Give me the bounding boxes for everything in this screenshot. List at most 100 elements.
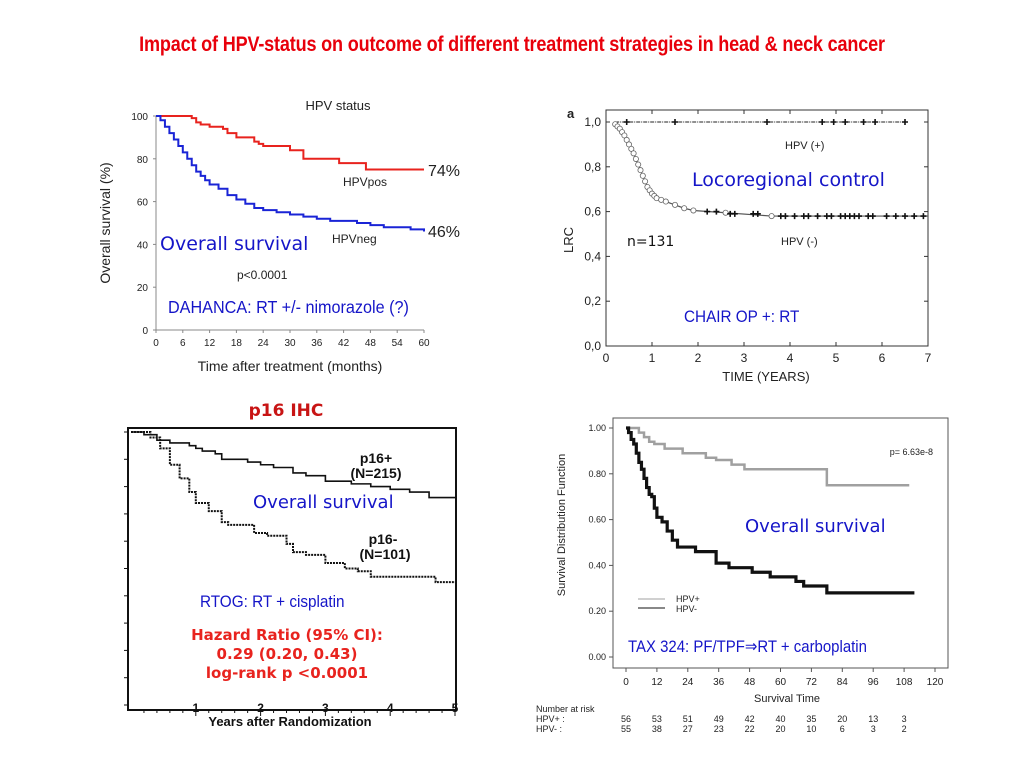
- c3-hazard-line2: 0.29 (0.20, 0.43): [217, 645, 358, 663]
- c4-risk-value-hpv-neg: 27: [683, 724, 693, 734]
- c2-censor-mark-hpv-pos: [872, 119, 879, 125]
- c2-xtick-label: 7: [925, 351, 932, 365]
- c1-ylabel: Overall survival (%): [97, 162, 113, 283]
- c2-censor-mark-hpv-pos: [819, 119, 826, 125]
- c1-hpvpos-end-label: 74%: [428, 163, 460, 180]
- c4-risk-value-hpv-pos: 20: [837, 714, 847, 724]
- c2-event-marker-hpv-neg: [639, 172, 646, 179]
- c2-ylabel: LRC: [561, 227, 576, 253]
- c2-censor-mark-hpv-neg: [892, 213, 899, 220]
- c4-pvalue: p= 6.63e-8: [890, 447, 933, 457]
- c2-event-marker-hpv-neg: [637, 167, 644, 174]
- c2-ytick-label: 0,6: [584, 205, 601, 219]
- c2-study-label: CHAIR OP +: RT: [684, 307, 799, 326]
- c4-risk-value-hpv-pos: 49: [714, 714, 724, 724]
- c1-ytick-label: 40: [137, 240, 149, 251]
- c1-xlabel: Time after treatment (months): [198, 358, 383, 374]
- c2-xtick-label: 6: [879, 351, 886, 365]
- c4-curve-hpv-pos: [626, 426, 910, 487]
- c2-plot-frame: [605, 109, 929, 347]
- c4-risk-value-hpv-neg: 23: [714, 724, 724, 734]
- c4-risk-row-label-hpv-neg: HPV- :: [536, 724, 562, 734]
- c4-ytick-label: 1.00: [588, 423, 606, 433]
- c2-xtick-label: 5: [833, 351, 840, 365]
- c3-hazard-line3: log-rank p <0.0001: [206, 664, 368, 682]
- c1-curve-hpvneg: [156, 115, 425, 232]
- c2-event-marker-hpv-neg: [642, 178, 649, 185]
- c4-risk-value-hpv-neg: 38: [652, 724, 662, 734]
- c2-censor-mark-hpv-pos: [902, 119, 908, 125]
- c1-xtick-label: 0: [153, 338, 159, 349]
- c2-censor-mark-hpv-neg: [902, 213, 908, 220]
- c2-ytick-label: 0,2: [584, 294, 601, 308]
- c1-overall-survival-label: Overall survival: [160, 233, 308, 255]
- c3-xtick-label: 1: [192, 701, 199, 715]
- c4-xtick-label: 60: [775, 677, 787, 688]
- c3-p16pos-label: p16+: [360, 450, 392, 466]
- c2-xtick-label: 1: [649, 351, 656, 365]
- c1-ytick-label: 60: [137, 198, 149, 209]
- c4-risk-value-hpv-neg: 10: [806, 724, 816, 734]
- c1-hpvneg-label: HPVneg: [332, 232, 377, 246]
- c4-ytick-label: 0.60: [588, 515, 606, 525]
- c3-hazard-line1: Hazard Ratio (95% CI):: [191, 626, 383, 644]
- c4-ytick-label: 0.00: [588, 652, 606, 662]
- c2-event-marker-hpv-neg: [768, 213, 775, 220]
- c4-legend-label-hpv-pos: HPV+: [676, 594, 700, 604]
- c3-study-label: RTOG: RT + cisplatin: [200, 592, 345, 611]
- c4-risk-value-hpv-neg: 55: [621, 724, 631, 734]
- c2-ytick-label: 0,4: [584, 249, 601, 263]
- c1-ytick-label: 100: [131, 112, 148, 123]
- c3-overall-survival-label: Overall survival: [253, 492, 394, 513]
- c3-xtick-label: 4: [387, 701, 394, 715]
- c4-xtick-label: 0: [623, 677, 629, 688]
- c3-xlabel: Years after Randomization: [208, 714, 371, 729]
- c2-censor-mark-hpv-neg: [791, 213, 798, 220]
- c2-event-marker-hpv-neg: [672, 201, 679, 208]
- c2-ytick-label: 0,0: [584, 339, 601, 353]
- c2-event-marker-hpv-neg: [630, 150, 637, 157]
- c1-ytick-label: 80: [137, 155, 149, 166]
- c2-censor-mark-hpv-neg: [828, 213, 835, 220]
- c4-xtick-label: 84: [837, 677, 849, 688]
- c2-xtick-label: 0: [603, 351, 610, 365]
- c2-xlabel: TIME (YEARS): [722, 369, 809, 384]
- c1-curve-hpvpos: [156, 115, 424, 171]
- c2-censor-mark-hpv-pos: [623, 119, 630, 125]
- c1-ytick-label: 0: [142, 326, 148, 337]
- c4-study-label: TAX 324: PF/TPF⇒RT + carboplatin: [628, 638, 867, 656]
- c2-event-marker-hpv-neg: [632, 155, 639, 162]
- c1-xtick-label: 30: [284, 338, 296, 349]
- c2-event-marker-hpv-neg: [690, 207, 697, 214]
- c4-legend: HPV+ HPV-: [638, 594, 700, 614]
- c1-xtick-label: 6: [180, 338, 186, 349]
- c2-censor-mark-hpv-neg: [713, 208, 720, 215]
- c2-censor-mark-hpv-pos: [842, 119, 849, 125]
- c1-xtick-label: 36: [311, 338, 323, 349]
- c2-censor-mark-hpv-neg: [814, 213, 821, 220]
- c2-censor-mark-hpv-pos: [860, 119, 867, 125]
- c2-censor-mark-hpv-neg: [782, 213, 789, 220]
- c3-title: p16 IHC: [249, 401, 324, 421]
- c2-censor-mark-hpv-neg: [911, 213, 918, 220]
- c4-curve-hpv-neg: [626, 426, 915, 595]
- c2-censor-mark-hpv-pos: [764, 119, 770, 125]
- c2-xtick-label: 2: [695, 351, 702, 365]
- c4-risk-value-hpv-pos: 42: [745, 714, 755, 724]
- c1-xtick-label: 60: [418, 338, 430, 349]
- c4-overall-survival-label: Overall survival: [745, 516, 886, 537]
- c4-risk-value-hpv-neg: 3: [871, 724, 876, 734]
- c2-event-marker-hpv-neg: [681, 205, 688, 212]
- c4-risk-value-hpv-pos: 53: [652, 714, 662, 724]
- c2-event-marker-hpv-neg: [662, 198, 669, 205]
- slide-title: Impact of HPV-status on outcome of diffe…: [139, 33, 885, 56]
- c4-risk-row-label-hpv-pos: HPV+ :: [536, 714, 565, 724]
- c3-xtick-label: 2: [257, 701, 264, 715]
- c4-xtick-label: 72: [806, 677, 818, 688]
- c4-risk-value-hpv-pos: 13: [868, 714, 878, 724]
- c1-xtick-label: 54: [392, 338, 404, 349]
- c3-p16neg-n: (N=101): [360, 546, 411, 562]
- c2-panel-letter: a: [567, 106, 575, 121]
